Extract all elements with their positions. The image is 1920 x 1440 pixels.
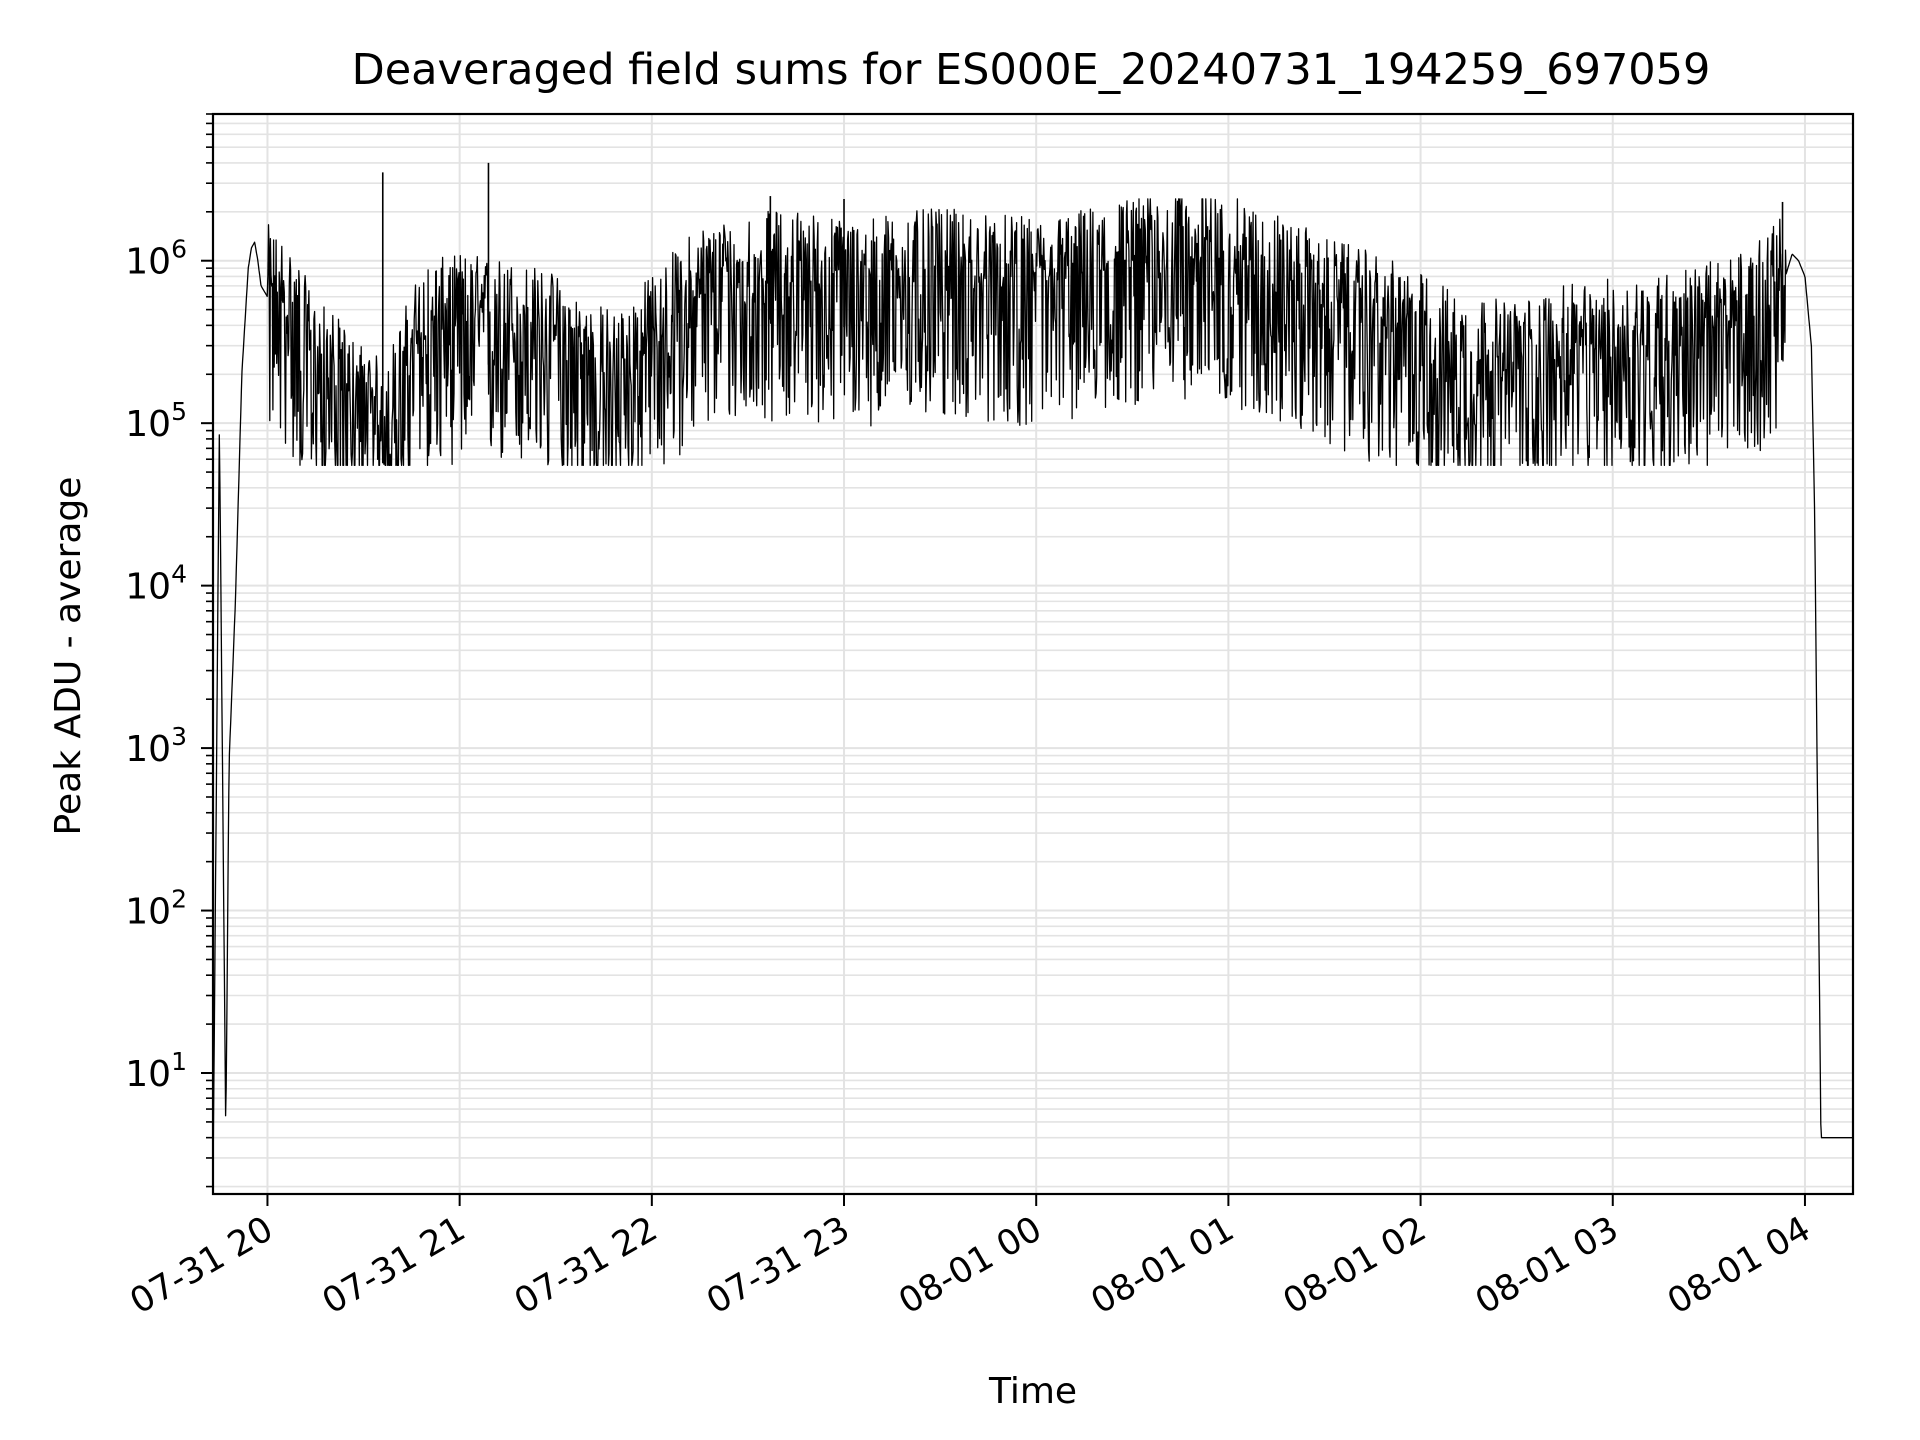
y-tick-label: 105	[125, 397, 187, 445]
series-line	[212, 198, 1854, 1187]
y-axis: 101 102 103 104 105 106	[125, 113, 213, 1188]
y-tick-label: 104	[125, 560, 187, 608]
y-tick-label: 103	[125, 722, 187, 770]
y-tick-label: 102	[125, 885, 187, 933]
y-tick-label: 101	[125, 1047, 187, 1095]
data-series	[212, 162, 1854, 1187]
chart-title: Deaveraged field sums for ES000E_2024073…	[352, 45, 1711, 95]
y-tick-label: 106	[125, 235, 187, 283]
y-axis-label: Peak ADU - average	[48, 477, 89, 836]
plot-frame	[211, 112, 1855, 1196]
x-axis-label: Time	[988, 1371, 1077, 1412]
